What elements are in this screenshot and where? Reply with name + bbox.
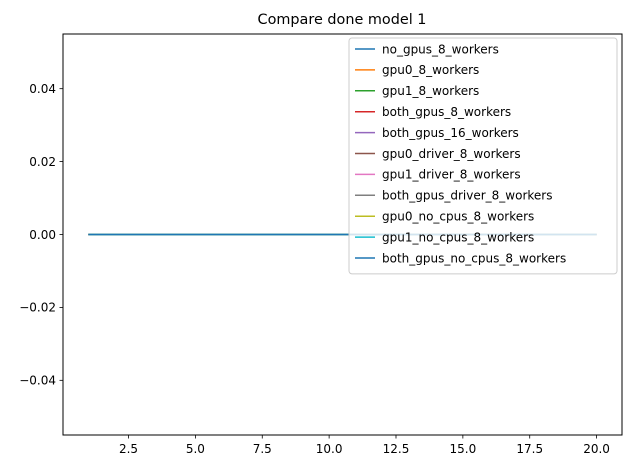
legend-label: no_gpus_8_workers [382, 42, 499, 56]
legend-label: both_gpus_16_workers [382, 126, 519, 140]
legend-label: both_gpus_no_cpus_8_workers [382, 251, 566, 265]
y-tick-label: −0.04 [19, 374, 56, 388]
legend-box [348, 37, 618, 275]
legend-label: gpu0_no_cpus_8_workers [382, 210, 534, 224]
legend-label: gpu0_driver_8_workers [382, 147, 521, 161]
legend-label: gpu1_driver_8_workers [382, 168, 521, 182]
x-tick-label: 7.5 [253, 442, 272, 456]
y-tick-label: 0.00 [29, 228, 56, 242]
legend-label: both_gpus_8_workers [382, 105, 511, 119]
x-tick-label: 12.5 [383, 442, 410, 456]
x-tick-label: 5.0 [186, 442, 205, 456]
chart-title: Compare done model 1 [258, 12, 427, 28]
legend: no_gpus_8_workers gpu0_8_workers gpu1_8_wo… [348, 37, 618, 275]
x-tick-label: 15.0 [449, 442, 476, 456]
x-tick-label: 20.0 [583, 442, 610, 456]
y-axis: −0.04 −0.02 0.00 0.02 0.04 [19, 82, 63, 388]
x-tick-label: 2.5 [119, 442, 138, 456]
legend-label: gpu0_8_workers [382, 63, 479, 77]
y-tick-label: 0.02 [29, 155, 56, 169]
legend-label: gpu1_no_cpus_8_workers [382, 230, 534, 244]
legend-label: gpu1_8_workers [382, 84, 479, 98]
x-tick-label: 17.5 [516, 442, 543, 456]
y-tick-label: 0.04 [29, 82, 56, 96]
x-axis: 2.5 5.0 7.5 10.0 12.5 15.0 17.5 20.0 [119, 435, 610, 456]
y-tick-label: −0.02 [19, 301, 56, 315]
x-tick-label: 10.0 [316, 442, 343, 456]
legend-label: both_gpus_driver_8_workers [382, 189, 552, 203]
